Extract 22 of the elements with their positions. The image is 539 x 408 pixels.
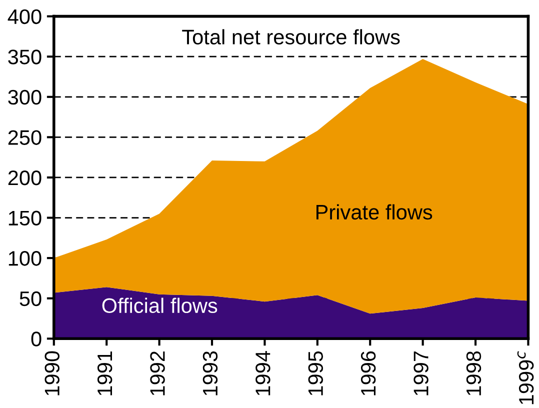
x-tick-label: 1991 [97,351,112,396]
series-label: Private flows [316,204,432,220]
x-tick-label: 1999$^{c}$ [517,351,534,404]
y-tick-label: 0 [31,332,42,346]
y-tick-label: 150 [8,210,42,226]
y-tick-label: 50 [20,291,42,306]
y-tick-label: 300 [8,90,42,105]
y-tick-label: 400 [8,9,42,24]
x-tick-label: 1992 [150,351,165,396]
y-tick-label: 100 [8,251,42,266]
series-label: Official flows [102,298,218,314]
x-tick-label: 1993 [202,351,218,396]
y-tick-label: 250 [8,130,42,145]
y-tick-label: 350 [8,50,42,64]
x-tick-label: 1990 [44,351,60,396]
x-tick-label: 1995 [308,351,324,396]
x-tick-label: 1996 [360,351,376,396]
x-tick-label: 1997 [414,351,428,396]
annotation: Total net resource flows [182,29,400,44]
x-tick-label: 1994 [256,351,270,396]
x-tick-label: 1998 [466,351,482,396]
y-tick-label: 200 [8,170,42,186]
